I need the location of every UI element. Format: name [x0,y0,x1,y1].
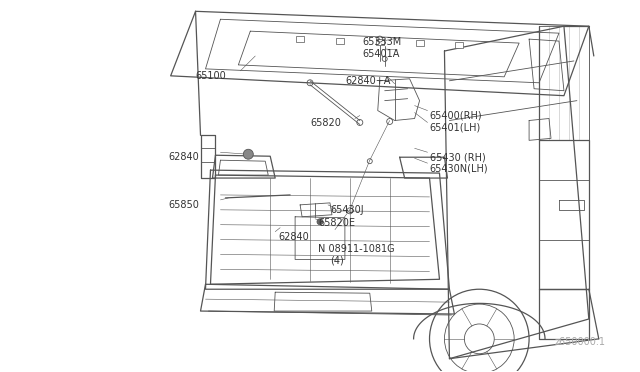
Bar [336,38,344,44]
Text: 65333M: 65333M [363,37,402,47]
Text: 62840: 62840 [169,152,200,162]
Bar [456,42,463,48]
Text: N 08911-1081G: N 08911-1081G [318,244,395,254]
Text: (4): (4) [330,256,344,266]
Text: 62840+A: 62840+A [345,76,390,86]
Bar [296,36,304,42]
Text: 62840: 62840 [278,232,309,242]
Text: 65100: 65100 [196,71,227,81]
Bar [415,40,424,46]
Circle shape [317,219,323,225]
Bar [376,39,384,45]
Text: 65430J: 65430J [330,205,364,215]
Text: 65401A: 65401A [363,49,400,59]
Text: 65430 (RH): 65430 (RH) [429,152,485,162]
Text: 65820E: 65820E [318,218,355,228]
Text: 65850: 65850 [169,200,200,210]
Text: 65401(LH): 65401(LH) [429,122,481,132]
Text: 65400(RH): 65400(RH) [429,110,482,121]
Circle shape [243,149,253,159]
Text: 65820: 65820 [310,118,341,128]
Text: 65430N(LH): 65430N(LH) [429,163,488,173]
Text: z650000.1: z650000.1 [555,337,605,347]
